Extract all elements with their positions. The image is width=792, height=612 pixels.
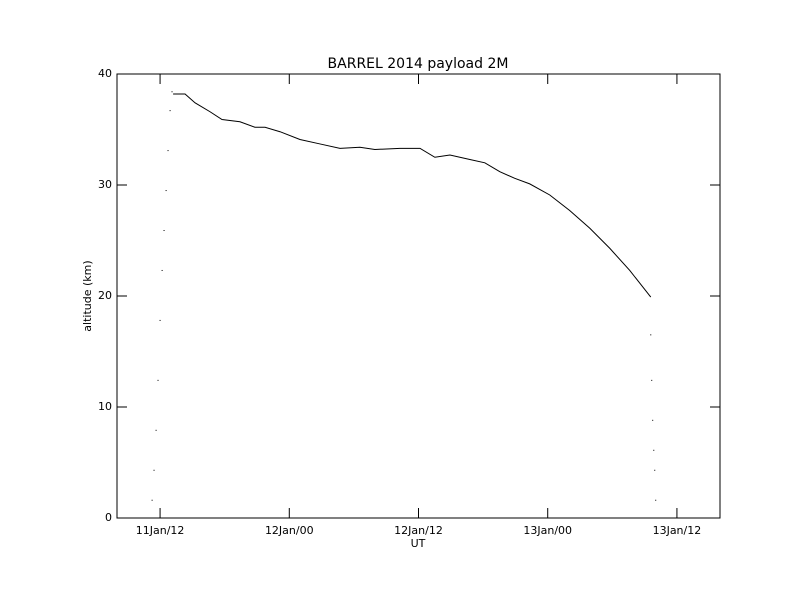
data-point bbox=[163, 230, 165, 232]
y-tick-label: 10 bbox=[98, 400, 112, 413]
x-tick-label: 11Jan/12 bbox=[136, 524, 185, 537]
data-point bbox=[153, 469, 155, 471]
data-point bbox=[167, 150, 169, 152]
data-point bbox=[654, 469, 656, 471]
x-axis-label: UT bbox=[411, 537, 426, 550]
x-tick-label: 12Jan/00 bbox=[265, 524, 314, 537]
data-point bbox=[171, 91, 173, 93]
data-point bbox=[653, 449, 655, 451]
y-tick-label: 30 bbox=[98, 178, 112, 191]
data-point bbox=[159, 319, 161, 321]
x-tick-label: 12Jan/12 bbox=[394, 524, 443, 537]
y-tick-label: 40 bbox=[98, 67, 112, 80]
x-tick-label: 13Jan/12 bbox=[653, 524, 702, 537]
data-point bbox=[655, 499, 657, 501]
data-point bbox=[155, 429, 157, 431]
x-tick-label: 13Jan/00 bbox=[523, 524, 572, 537]
chart-title: BARREL 2014 payload 2M bbox=[328, 56, 509, 72]
y-axis-label: altitude (km) bbox=[81, 260, 94, 331]
data-point bbox=[651, 379, 653, 381]
data-point bbox=[169, 110, 171, 112]
data-point bbox=[157, 379, 159, 381]
data-point bbox=[161, 269, 163, 271]
data-point bbox=[650, 334, 652, 336]
data-line bbox=[173, 93, 652, 298]
data-point bbox=[149, 517, 151, 519]
data-point bbox=[652, 419, 654, 421]
data-point bbox=[165, 190, 167, 192]
y-tick-label: 20 bbox=[98, 289, 112, 302]
data-point bbox=[151, 499, 153, 501]
y-tick-label: 0 bbox=[105, 511, 112, 524]
